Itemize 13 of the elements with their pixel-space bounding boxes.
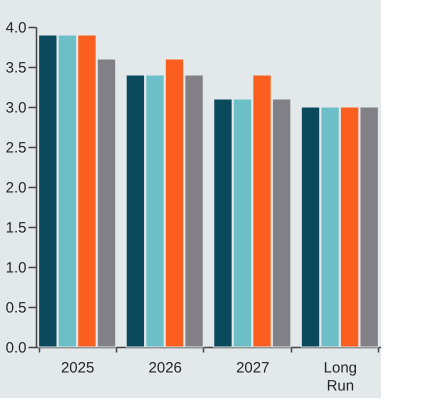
y-tick-label: 3.0 <box>6 100 26 116</box>
y-tick-label: 0.5 <box>6 300 26 316</box>
y-tick-label: 1.5 <box>6 220 26 236</box>
y-tick-label: 0.0 <box>6 340 26 356</box>
y-tick-label: 2.5 <box>6 140 26 156</box>
y-tick-label: 4.0 <box>6 20 26 36</box>
x-tick-label: 2027 <box>236 360 270 376</box>
x-tick-label: 2026 <box>148 360 182 376</box>
y-tick-label: 2.0 <box>6 180 26 196</box>
x-tick-label: 2025 <box>60 360 94 376</box>
x-tick-label: Long Run <box>324 360 358 394</box>
y-tick-label: 1.0 <box>6 260 26 276</box>
y-tick-label: 3.5 <box>6 60 26 76</box>
